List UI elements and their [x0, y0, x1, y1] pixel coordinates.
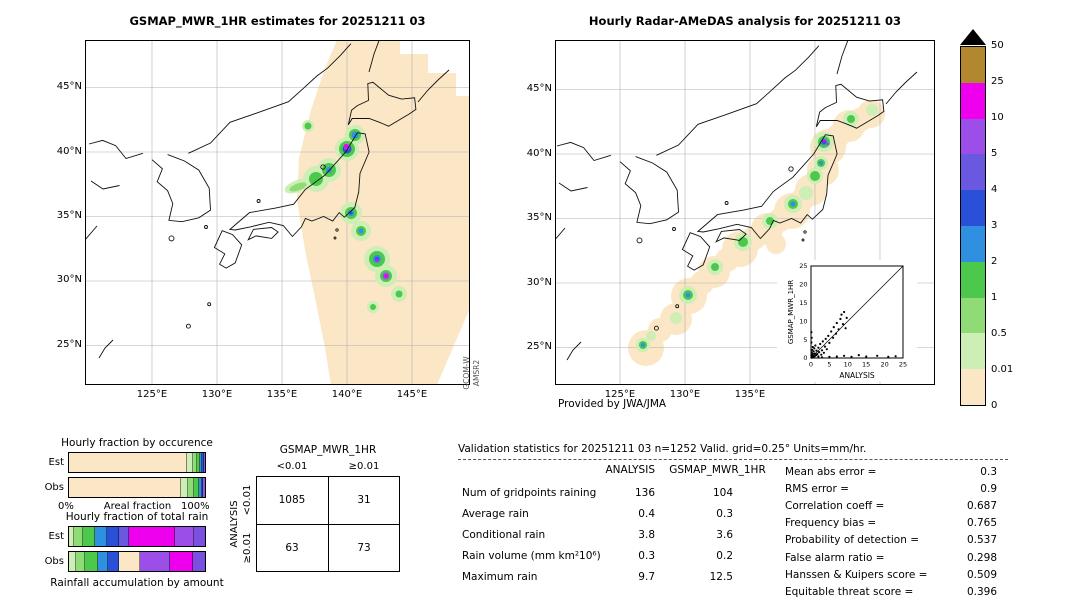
- left-map-lat-label: 35°N: [56, 210, 82, 221]
- occurrence-obs-label: Obs: [44, 482, 64, 493]
- right-map-lon-label: 125°E: [604, 389, 636, 400]
- occurrence-est-bar: [68, 452, 206, 473]
- map-credit: Provided by JWA/JMA: [558, 398, 667, 410]
- svg-text:15: 15: [799, 299, 807, 307]
- stats-col-header-analysis: ANALYSIS: [605, 464, 655, 476]
- svg-text:10: 10: [799, 317, 807, 325]
- total-rain-est-bar: [68, 526, 206, 547]
- stats-metrics: Mean abs error = 0.3 RMS error = 0.9 Correla…: [785, 465, 997, 598]
- occurrence-x-max: 100%: [181, 501, 210, 512]
- contingency-row-label: ≥0.01: [242, 532, 253, 564]
- stats-rows: Num of gridpoints raining 136 104 Average r…: [462, 486, 733, 583]
- right-map-lat-label: 45°N: [526, 83, 552, 94]
- stats-divider: [458, 459, 1008, 460]
- inset-scatter: 00 5 5 10 10 15 15 20 20 25 25 GSMAP_MWR_1HR ANALY…: [777, 260, 917, 382]
- svg-text:25: 25: [899, 361, 907, 369]
- left-map-grid: [85, 40, 470, 385]
- left-map-frame: [85, 40, 470, 385]
- left-map-title: GSMAP_MWR_1HR estimates for 20251211 03: [129, 14, 426, 28]
- left-map-lon-label: 145°E: [396, 389, 428, 400]
- total-rain-est-label: Est: [48, 531, 64, 542]
- occurrence-obs-bar: [68, 477, 206, 498]
- left-map-lon-label: 140°E: [331, 389, 363, 400]
- contingency-value: 31: [357, 494, 371, 506]
- occurrence-x-min: 0%: [58, 501, 74, 512]
- total-rain-obs-bar: [68, 551, 206, 572]
- contingency-side-label: ANALYSIS: [229, 500, 240, 548]
- left-map-lat-label: 40°N: [56, 146, 82, 157]
- right-map-lat-label: 35°N: [526, 212, 552, 223]
- svg-text:5: 5: [803, 336, 807, 344]
- inset-xlabel: ANALYSIS: [839, 371, 875, 380]
- stats-header: Validation statistics for 20251211 03 n=…: [458, 443, 867, 455]
- svg-text:5: 5: [827, 361, 831, 369]
- svg-text:0: 0: [809, 361, 813, 369]
- svg-text:10: 10: [844, 361, 852, 369]
- left-map-lon-label: 125°E: [136, 389, 168, 400]
- occurrence-est-label: Est: [48, 457, 64, 468]
- contingency-col-label: <0.01: [276, 461, 308, 472]
- svg-text:20: 20: [880, 361, 888, 369]
- left-map-lon-label: 135°E: [266, 389, 298, 400]
- sensor-line2: AMSR2: [472, 359, 481, 387]
- right-map-title: Hourly Radar-AMeDAS analysis for 2025121…: [588, 14, 902, 28]
- total-rain-caption: Rainfall accumulation by amount: [50, 577, 224, 589]
- right-map-lat-label: 25°N: [526, 341, 552, 352]
- left-map-lat-label: 25°N: [56, 339, 82, 350]
- contingency-col-label: ≥0.01: [348, 461, 380, 472]
- svg-text:20: 20: [799, 281, 807, 289]
- occurrence-x-label: Areal fraction: [103, 501, 172, 512]
- inset-ticks: 00 5 5 10 10 15 15 20 20 25 25: [799, 262, 907, 368]
- right-map: 00 5 5 10 10 15 15 20 20 25 25 GSMAP_MWR_1HR ANALY…: [555, 40, 935, 385]
- right-map-lat-label: 40°N: [526, 148, 552, 159]
- inset-diagonal: [810, 265, 904, 359]
- right-map-lon-label: 130°E: [669, 389, 701, 400]
- contingency-title: GSMAP_MWR_1HR: [279, 444, 377, 456]
- contingency-row-label: <0.01: [242, 484, 253, 516]
- colorbar-over-range-triangle: [960, 29, 986, 45]
- svg-text:25: 25: [799, 262, 807, 270]
- total-rain-obs-label: Obs: [44, 556, 64, 567]
- svg-text:15: 15: [862, 361, 870, 369]
- right-map-lat-label: 30°N: [526, 277, 552, 288]
- total-rain-title: Hourly fraction of total rain: [65, 511, 209, 523]
- inset-ylabel: GSMAP_MWR_1HR: [787, 280, 795, 344]
- sensor-line1: GCOM-W: [462, 356, 471, 390]
- contingency-value: 1085: [278, 494, 306, 506]
- satellite-swath: [297, 40, 470, 385]
- left-map-lat-label: 45°N: [56, 81, 82, 92]
- right-map-frame: [555, 40, 935, 385]
- occurrence-title: Hourly fraction by occurence: [61, 437, 213, 449]
- left-map: [85, 40, 470, 385]
- contingency-value: 63: [285, 542, 299, 554]
- contingency-grid-hline: [256, 524, 400, 525]
- stats-col-header-gsmap: GSMAP_MWR_1HR: [669, 464, 766, 476]
- svg-text:0: 0: [803, 354, 807, 362]
- contingency-value: 73: [357, 542, 371, 554]
- sensor-label: GCOM-W AMSR2: [462, 343, 484, 403]
- right-map-lon-label: 135°E: [734, 389, 766, 400]
- right-map-precip: [636, 104, 878, 352]
- colorbar: [960, 46, 986, 406]
- left-map-lat-label: 30°N: [56, 274, 82, 285]
- colorbar-labels: 50 25 10 5 4 3 2 1 0.5 0.01 0: [991, 40, 1014, 411]
- left-map-lon-label: 130°E: [201, 389, 233, 400]
- coastlines: [85, 40, 450, 359]
- inset-points: [810, 310, 897, 359]
